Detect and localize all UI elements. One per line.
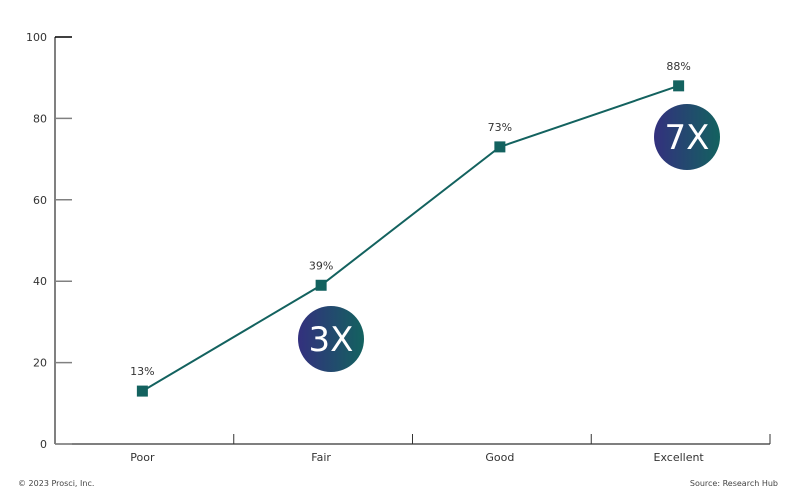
- x-tick-label: Fair: [311, 451, 331, 464]
- data-label: 88%: [666, 60, 690, 73]
- multiplier-bubble: [654, 104, 720, 170]
- x-tick-label: Poor: [130, 451, 155, 464]
- y-tick-label: 100: [26, 31, 47, 44]
- data-point: [136, 385, 148, 397]
- y-tick-label: 60: [33, 194, 47, 207]
- y-tick-label: 40: [33, 275, 47, 288]
- data-label: 39%: [309, 259, 333, 272]
- y-tick-label: 0: [40, 438, 47, 451]
- multiplier-bubble: [298, 306, 364, 372]
- data-point: [494, 141, 506, 153]
- multiplier-label: 3X: [309, 320, 354, 360]
- data-label: 73%: [488, 121, 512, 134]
- data-point: [673, 80, 685, 92]
- y-tick-label: 20: [33, 357, 47, 370]
- multiplier-label: 7X: [665, 118, 710, 158]
- data-point: [315, 279, 327, 291]
- y-tick-label: 80: [33, 112, 47, 125]
- source-note: Source: Research Hub: [690, 479, 778, 488]
- series-line: [141, 84, 679, 392]
- data-label: 13%: [130, 365, 154, 378]
- copyright: © 2023 Prosci, Inc.: [18, 479, 94, 488]
- x-tick-label: Good: [485, 451, 514, 464]
- x-tick-label: Excellent: [654, 451, 705, 464]
